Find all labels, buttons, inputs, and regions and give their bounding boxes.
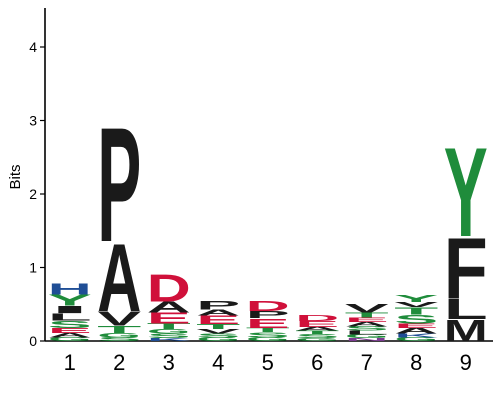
glyph-G: G xyxy=(246,336,290,342)
glyph-P: P xyxy=(196,299,240,313)
glyph-L: L xyxy=(48,311,92,323)
x-tick-label: 7 xyxy=(361,350,373,375)
glyph-K: K xyxy=(147,337,191,342)
glyph-A: A xyxy=(394,327,438,336)
x-tick-label: 6 xyxy=(311,350,323,375)
glyph-Y: Y xyxy=(48,292,92,309)
glyph-G: G xyxy=(97,332,141,339)
glyph-M: M xyxy=(444,314,488,348)
glyph-F: F xyxy=(444,220,488,317)
glyph-A: A xyxy=(97,225,141,333)
glyph-S: S xyxy=(97,336,141,342)
glyph-K: K xyxy=(394,333,438,339)
glyph-G: G xyxy=(394,336,438,342)
glyph-V: V xyxy=(97,308,142,331)
glyph-G: G xyxy=(147,328,191,335)
glyph-E: E xyxy=(48,327,92,335)
glyph-A: A xyxy=(295,326,339,332)
glyph-A: A xyxy=(147,299,191,316)
glyph-V: V xyxy=(196,328,240,335)
x-tick-label: 2 xyxy=(113,350,125,375)
glyph-S: S xyxy=(295,333,339,339)
y-tick-label: 0 xyxy=(29,333,37,349)
x-tick-label: 4 xyxy=(212,350,224,375)
x-tick-label: 9 xyxy=(460,350,472,375)
x-tick-label: 3 xyxy=(163,350,175,375)
glyph-N: N xyxy=(345,337,389,342)
glyph-E: E xyxy=(196,313,240,327)
y-axis: 0 1 2 3 4 xyxy=(29,8,46,349)
glyph-D: D xyxy=(246,298,290,314)
glyph-V: V xyxy=(394,301,438,309)
glyph-G: G xyxy=(295,337,339,341)
glyph-E: E xyxy=(295,320,339,329)
glyph-A: A xyxy=(196,308,240,317)
glyph-S: S xyxy=(246,331,290,339)
glyph-E: E xyxy=(394,322,438,329)
y-tick-label: 1 xyxy=(29,260,37,276)
glyph-T: T xyxy=(394,305,438,317)
y-tick-label: 3 xyxy=(29,113,37,129)
glyph-A: A xyxy=(345,321,389,328)
glyph-L: L xyxy=(345,330,389,336)
glyph-T: T xyxy=(295,330,339,336)
glyph-L: L xyxy=(444,293,488,325)
glyph-P: P xyxy=(246,309,290,320)
glyph-V: V xyxy=(345,301,389,315)
glyph-S: S xyxy=(345,325,389,332)
glyph-D: D xyxy=(295,314,339,323)
glyph-I: I xyxy=(48,304,92,315)
glyph-S: S xyxy=(394,313,438,327)
glyph-E: E xyxy=(246,316,290,331)
glyph-T: T xyxy=(345,311,389,319)
x-ticks: 1 2 3 4 5 6 7 8 9 xyxy=(64,350,472,375)
glyph-H: H xyxy=(48,281,92,298)
x-tick-label: 8 xyxy=(410,350,422,375)
glyph-E: E xyxy=(345,316,389,323)
glyph-P: P xyxy=(97,94,141,276)
glyph-G: G xyxy=(196,336,240,342)
glyph-T: T xyxy=(196,323,240,331)
y-tick-label: 2 xyxy=(29,186,37,202)
glyph-T: T xyxy=(147,322,191,331)
glyph-T: T xyxy=(97,324,141,336)
glyph-Y: Y xyxy=(394,293,438,304)
glyph-G: G xyxy=(48,336,92,342)
y-tick-label: 4 xyxy=(29,39,37,55)
x-tick-label: 5 xyxy=(262,350,274,375)
y-ticks: 0 1 2 3 4 xyxy=(29,39,45,349)
glyph-E: E xyxy=(147,310,191,327)
glyph-S: S xyxy=(196,333,240,339)
glyph-A: A xyxy=(48,332,92,339)
glyph-Y: Y xyxy=(444,120,488,263)
logo-columns: GAESLIYHSGTVAPKSGTEADGSVTEAPGSTEPDGSTAED… xyxy=(48,94,488,348)
glyph-T: T xyxy=(246,327,290,334)
glyph-S: S xyxy=(48,319,92,330)
glyph-S: S xyxy=(147,333,191,340)
glyph-D: D xyxy=(147,266,191,309)
glyph-G: G xyxy=(345,333,389,339)
y-axis-label: Bits xyxy=(7,164,24,189)
x-tick-label: 1 xyxy=(64,350,76,375)
